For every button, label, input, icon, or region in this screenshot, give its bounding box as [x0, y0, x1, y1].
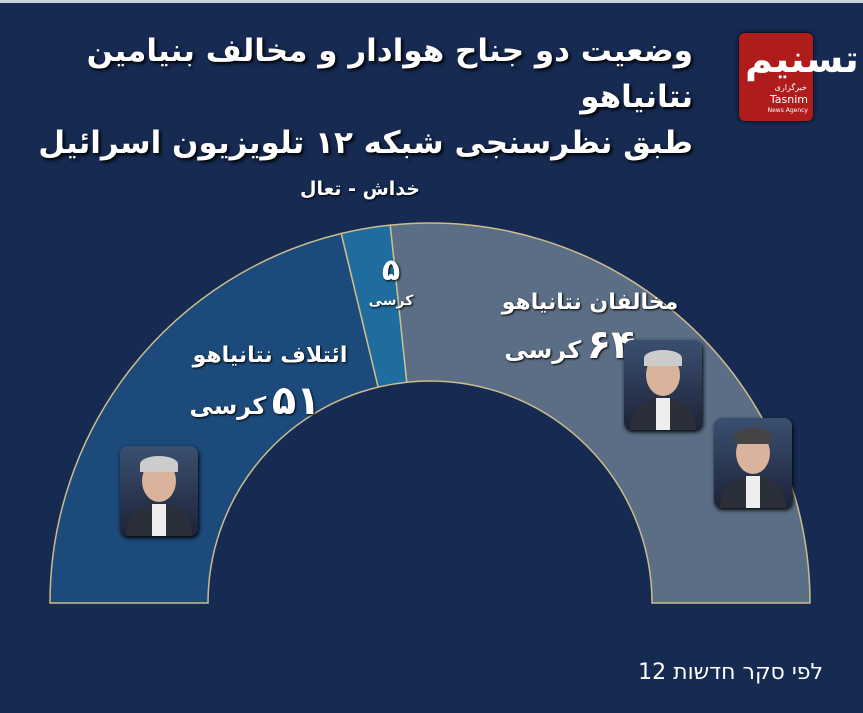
lapid-photo — [714, 418, 792, 508]
segment-value-row-coalition: ۵۱ کرسی — [180, 378, 330, 424]
segment-label-opposition: مخالفان نتانیاهو — [501, 290, 679, 315]
top-border — [0, 0, 863, 3]
gantz-photo — [624, 340, 702, 430]
tasnim-logo: تسنیم خبرگزاری Tasnim News Agency — [739, 33, 859, 121]
title-line-1: وضعیت دو جناح هوادار و مخالف بنیامین نتا… — [86, 33, 693, 115]
title-line-2: طبق نظرسنجی شبکه ۱۲ تلویزیون اسرائیل — [38, 125, 693, 161]
segment-label-hadash-taal: خداش - تعال — [300, 178, 420, 200]
source-footer: לפי סקר חדשות 12 — [638, 660, 823, 685]
segment-opposition — [389, 222, 811, 604]
segment-label-coalition: ائتلاف نتانیاهو — [192, 343, 348, 368]
segment-value-row-opposition: ۶۴ کرسی — [495, 322, 645, 368]
logo-en: Tasnim — [769, 93, 808, 106]
logo-fa: خبرگزاری — [774, 83, 807, 92]
page-title: وضعیت دو جناح هوادار و مخالف بنیامین نتا… — [33, 28, 693, 166]
segment-unit-hadash-taal: کرسی — [368, 293, 414, 309]
segment-value-coalition: ۵۱ — [271, 378, 321, 424]
segment-unit-opposition: کرسی — [504, 336, 582, 364]
logo-en2: News Agency — [767, 107, 808, 114]
logo-mark: تسنیم — [745, 37, 859, 81]
segment-unit-coalition: کرسی — [189, 392, 267, 420]
segment-value-hadash-taal: ۵ — [381, 253, 401, 288]
netanyahu-photo — [120, 446, 198, 536]
